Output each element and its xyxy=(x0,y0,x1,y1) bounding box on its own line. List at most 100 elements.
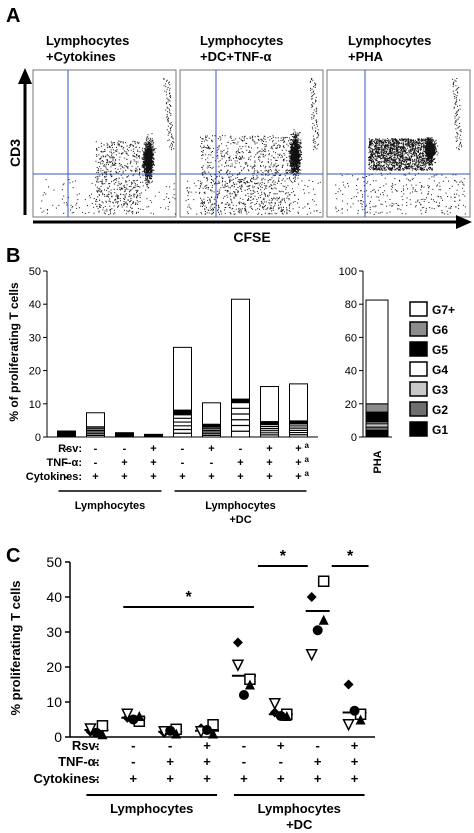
b-group-label-2-line1: Lymphocytes xyxy=(205,500,276,512)
panel-c-letter: C xyxy=(6,545,20,567)
b-bar-g5 xyxy=(260,421,279,425)
c-point-triangle-down xyxy=(342,719,355,732)
b-condition-symbol: - xyxy=(65,443,69,455)
c-condition-symbol: - xyxy=(131,754,135,769)
c-point-triangle-down xyxy=(305,649,318,662)
c-condition-row-label: TNF-α: xyxy=(58,754,100,769)
c-point-circle xyxy=(165,725,176,736)
c-condition-symbol: + xyxy=(203,771,211,786)
b-condition-symbol: + xyxy=(237,471,243,483)
flow-title-2-line2: +DC+TNF-α xyxy=(200,49,272,64)
flow-title-3-line1: Lymphocytes xyxy=(348,33,431,48)
c-point-circle xyxy=(312,625,323,636)
c-point-circle xyxy=(128,714,139,725)
b-condition-symbol: + xyxy=(295,457,301,469)
panel-c-conditions: Rsv:TNF-α:Cytokines:- - - + - + - +- - + + - - + +- + + +… xyxy=(34,738,365,832)
c-condition-symbol: + xyxy=(351,771,359,786)
flow-title-1-line1: Lymphocytes xyxy=(46,33,129,48)
c-significance-star: * xyxy=(280,548,287,565)
legend-label: G5 xyxy=(432,343,448,357)
c-condition-symbol: + xyxy=(166,771,174,786)
b-condition-symbol: + xyxy=(295,471,301,483)
panel-b-legend: G7+ G6 G5 G4 G3 G2 G1 xyxy=(409,301,455,437)
panel-b: B % of proliferating T cells 0 10 20 30 40 50… xyxy=(6,245,455,526)
c-tick-label: 50 xyxy=(46,554,62,570)
b-condition-symbol: - xyxy=(181,443,185,455)
cfse-arrow-head xyxy=(456,215,472,229)
flow-title-2-line1: Lymphocytes xyxy=(200,33,283,48)
b-condition-symbol: + xyxy=(237,457,243,469)
c-condition-symbol: + xyxy=(351,754,359,769)
c-group-label-2-line2: +DC xyxy=(286,817,313,832)
panel-c: C % proliferating T cells 0 10 20 30 40 50 * * *… xyxy=(6,545,375,832)
legend-label: G3 xyxy=(432,383,448,397)
b-tick-label: 30 xyxy=(29,332,41,344)
legend-swatch xyxy=(409,401,428,417)
c-condition-symbol: - xyxy=(94,754,98,769)
b-condition-symbol: + xyxy=(150,471,156,483)
b-condition-symbol: + xyxy=(208,443,214,455)
b-condition-symbol: - xyxy=(210,457,214,469)
c-tick-label: 40 xyxy=(46,589,62,605)
flow-title-3-line2: +PHA xyxy=(348,49,384,64)
c-point-triangle-up xyxy=(318,614,329,625)
b-condition-symbol: + xyxy=(295,443,301,455)
b-condition-symbol: - xyxy=(65,471,69,483)
b-condition-symbol: + xyxy=(121,471,127,483)
c-condition-symbol: + xyxy=(277,771,285,786)
c-condition-symbol: + xyxy=(351,738,359,753)
c-condition-symbol: + xyxy=(314,754,322,769)
b-bar-fill xyxy=(115,432,134,437)
c-point-triangle-down xyxy=(231,659,245,672)
cfse-label: CFSE xyxy=(233,229,270,245)
pha-tick-label: 0 xyxy=(351,432,357,444)
pha-tick-label: 60 xyxy=(345,332,357,344)
flow-quadrant-lines xyxy=(33,70,470,217)
b-condition-symbol: - xyxy=(181,457,185,469)
b-bar-g5 xyxy=(289,420,308,424)
b-bar xyxy=(260,386,279,438)
c-point-circle xyxy=(202,725,213,735)
b-condition-symbol: + xyxy=(150,443,156,455)
c-point-diamond xyxy=(343,679,354,690)
b-bar-fill xyxy=(144,434,163,437)
flow-dot-cloud xyxy=(40,78,466,215)
b-condition-symbol: - xyxy=(94,443,98,455)
legend-label: G7+ xyxy=(432,303,455,317)
b-group-label-2-line2: +DC xyxy=(229,514,251,526)
b-condition-symbol: + xyxy=(208,471,214,483)
c-condition-symbol: + xyxy=(203,738,211,753)
b-condition-symbol: - xyxy=(65,457,69,469)
c-condition-symbol: - xyxy=(168,738,172,753)
pha-tick-label: 40 xyxy=(345,366,357,378)
b-condition-row-label: Cytokines: xyxy=(26,471,82,483)
c-condition-row-label: Rsv: xyxy=(72,738,100,753)
c-point-circle xyxy=(91,727,102,738)
flow-dots xyxy=(40,78,466,215)
c-point-triangle-up xyxy=(244,679,255,690)
c-point-circle xyxy=(349,705,360,716)
flow-title-1-line2: +Cytokines xyxy=(46,49,116,64)
c-tick-label: 10 xyxy=(46,694,62,710)
c-group-label-2-line1: Lymphocytes xyxy=(258,801,341,816)
panel-b-pha-chart: 0 20 40 60 80 100 PHA xyxy=(339,266,392,474)
b-condition-row-label: TNF-α: xyxy=(47,457,82,469)
c-condition-row-label: Cytokines: xyxy=(34,771,100,786)
b-tick-label: 10 xyxy=(29,399,41,411)
b-condition-symbol: + xyxy=(150,457,156,469)
b-tick-label: 40 xyxy=(29,299,41,311)
c-point-triangle-down xyxy=(84,723,97,736)
legend-swatch xyxy=(409,421,428,437)
pha-tick-label: 80 xyxy=(345,299,357,311)
b-condition-symbol: - xyxy=(123,443,127,455)
b-condition-symbol: + xyxy=(92,471,98,483)
b-bar xyxy=(289,383,308,438)
b-condition-symbol: + xyxy=(266,457,272,469)
c-point-triangle-up xyxy=(97,729,108,740)
legend-swatch xyxy=(409,301,428,317)
panel-b-letter: B xyxy=(6,245,20,267)
c-tick-label: 0 xyxy=(54,729,62,745)
c-condition-symbol: + xyxy=(314,771,322,786)
b-condition-symbol: + xyxy=(266,471,272,483)
